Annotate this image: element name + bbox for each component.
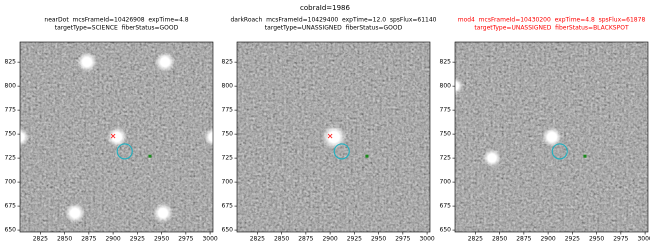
x-tick-label: 3000 bbox=[202, 236, 217, 242]
x-tick-label: 2825 bbox=[468, 236, 483, 242]
y-tick-label: 775 bbox=[440, 107, 452, 114]
image-panel bbox=[447, 42, 648, 232]
y-tick-label: 650 bbox=[440, 227, 452, 234]
y-tick-label: 700 bbox=[222, 179, 234, 186]
marker-square bbox=[148, 155, 151, 158]
panel-title: nearDot mcsFrameId=10426908 expTime=4.8 bbox=[44, 17, 188, 24]
y-tick-label: 750 bbox=[440, 131, 452, 138]
y-tick-label: 725 bbox=[440, 155, 452, 162]
image-panel bbox=[237, 42, 430, 232]
y-tick-label: 825 bbox=[440, 59, 452, 66]
x-tick-label: 3000 bbox=[637, 236, 650, 242]
x-tick-label: 2925 bbox=[130, 236, 145, 242]
y-tick-label: 675 bbox=[5, 203, 17, 210]
y-tick-label: 800 bbox=[5, 83, 17, 90]
y-tick-label: 750 bbox=[5, 131, 17, 138]
x-tick-label: 3000 bbox=[419, 236, 434, 242]
panel-title: mod4 mcsFrameId=10430200 expTime=4.8 sps… bbox=[458, 17, 646, 24]
y-tick-label: 725 bbox=[5, 155, 17, 162]
y-tick-label: 750 bbox=[222, 131, 234, 138]
y-tick-label: 800 bbox=[222, 83, 234, 90]
figure: cobraId=1986 nearDot mcsFrameId=10426908… bbox=[0, 0, 650, 242]
star bbox=[483, 149, 501, 167]
x-tick-label: 2825 bbox=[33, 236, 48, 242]
y-tick-label: 825 bbox=[222, 59, 234, 66]
y-tick-label: 825 bbox=[5, 59, 17, 66]
stars bbox=[322, 125, 346, 149]
star bbox=[155, 52, 175, 72]
marker-square bbox=[583, 155, 586, 158]
y-tick-label: 675 bbox=[222, 203, 234, 210]
marker-square bbox=[365, 155, 368, 158]
x-tick-label: 2900 bbox=[540, 236, 555, 242]
x-tick-label: 2875 bbox=[516, 236, 531, 242]
x-tick-label: 2850 bbox=[492, 236, 507, 242]
y-tick-label: 650 bbox=[222, 227, 234, 234]
y-tick-label: 800 bbox=[440, 83, 452, 90]
x-tick-label: 2875 bbox=[81, 236, 96, 242]
star bbox=[322, 125, 346, 149]
star bbox=[77, 52, 97, 72]
y-tick-label: 675 bbox=[440, 203, 452, 210]
y-tick-label: 700 bbox=[5, 179, 17, 186]
panel-title: targetType=UNASSIGNED fiberStatus=GOOD bbox=[265, 25, 403, 32]
panel-title: darkRoach mcsFrameId=10429400 expTime=12… bbox=[231, 17, 437, 24]
x-tick-label: 2950 bbox=[371, 236, 386, 242]
panel-title: targetType=SCIENCE fiberStatus=GOOD bbox=[55, 25, 179, 32]
x-tick-label: 2925 bbox=[347, 236, 362, 242]
x-tick-label: 2975 bbox=[178, 236, 193, 242]
y-tick-label: 700 bbox=[440, 179, 452, 186]
x-tick-label: 2875 bbox=[298, 236, 313, 242]
star bbox=[65, 203, 85, 223]
x-tick-label: 2900 bbox=[322, 236, 337, 242]
x-tick-label: 2825 bbox=[250, 236, 265, 242]
x-tick-label: 2850 bbox=[274, 236, 289, 242]
figure-title: cobraId=1986 bbox=[300, 4, 350, 12]
panel-title: targetType=UNASSIGNED fiberStatus=BLACKS… bbox=[474, 25, 629, 32]
x-tick-label: 2950 bbox=[154, 236, 169, 242]
x-tick-label: 2950 bbox=[589, 236, 604, 242]
x-tick-label: 2900 bbox=[105, 236, 120, 242]
y-tick-label: 775 bbox=[5, 107, 17, 114]
x-tick-label: 2975 bbox=[613, 236, 628, 242]
star bbox=[153, 203, 173, 223]
y-tick-label: 775 bbox=[222, 107, 234, 114]
y-tick-label: 650 bbox=[5, 227, 17, 234]
x-tick-label: 2975 bbox=[395, 236, 410, 242]
image-panel bbox=[11, 42, 222, 232]
x-tick-label: 2925 bbox=[565, 236, 580, 242]
x-tick-label: 2850 bbox=[57, 236, 72, 242]
y-tick-label: 725 bbox=[222, 155, 234, 162]
